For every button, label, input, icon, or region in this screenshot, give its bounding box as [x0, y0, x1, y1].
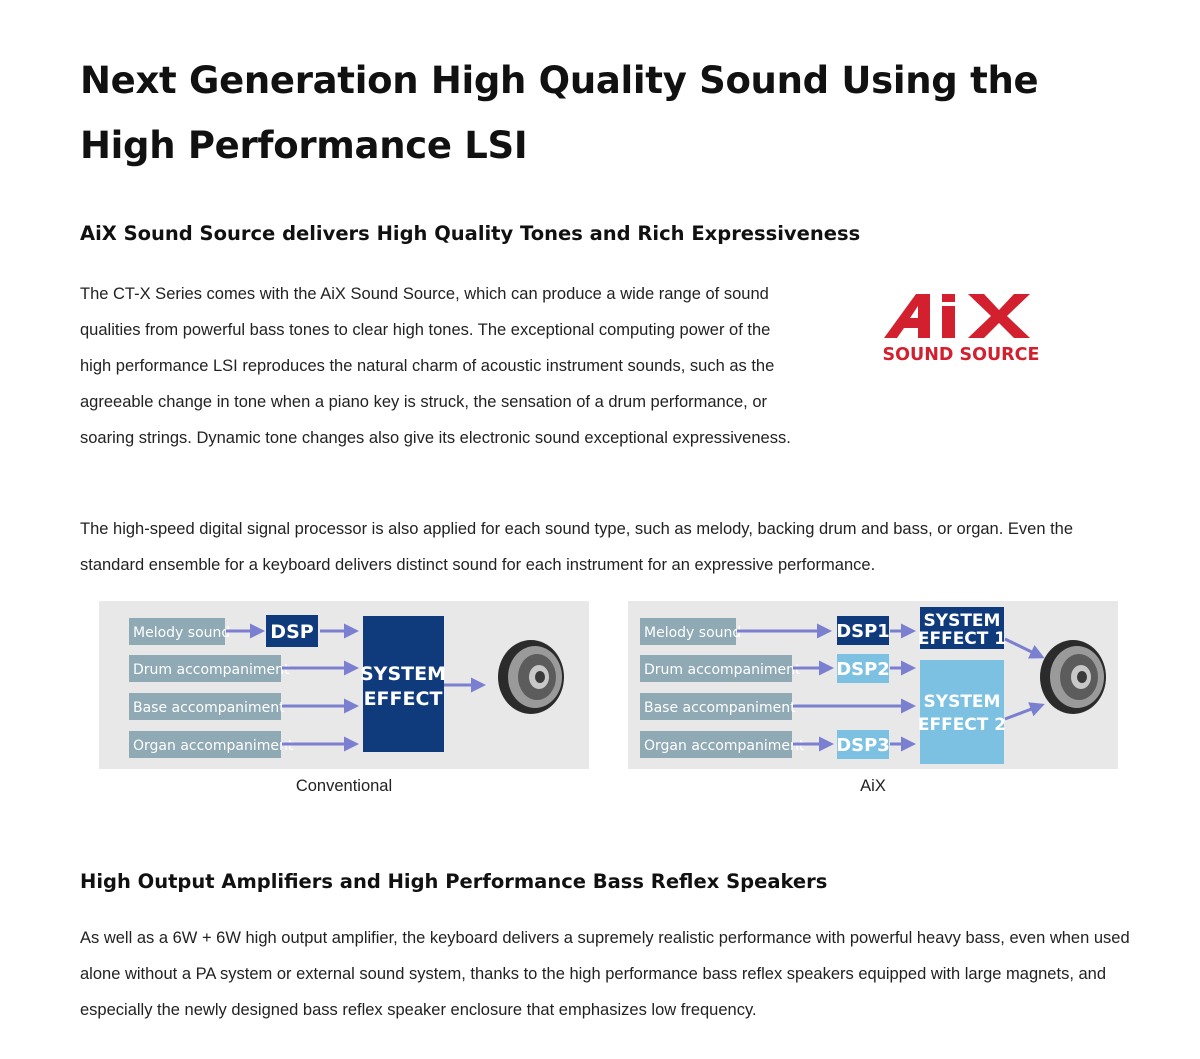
- input-label: Base accompaniment: [644, 700, 796, 716]
- input-label: Base accompaniment: [133, 700, 285, 716]
- svg-text:EFFECT 1: EFFECT 1: [918, 629, 1006, 649]
- input-label: Drum accompaniment: [644, 662, 801, 678]
- conventional-diagram: Melody sound Drum accompaniment Base acc…: [99, 601, 589, 769]
- input-box: Drum accompaniment: [129, 655, 290, 682]
- article: Next Generation High Quality Sound Using…: [80, 48, 1140, 1019]
- system-effect-2-block: SYSTEM EFFECT 2: [918, 660, 1006, 764]
- aix-diagram: Melody sound Drum accompaniment Base acc…: [628, 601, 1118, 769]
- input-box: Organ accompaniment: [640, 731, 805, 758]
- system-effect-1-block: SYSTEM EFFECT 1: [918, 607, 1006, 649]
- flow-arrows: [226, 623, 486, 752]
- caption-conventional: Conventional: [295, 777, 393, 795]
- page-title: Next Generation High Quality Sound Using…: [80, 59, 1039, 167]
- dsp2-block: DSP2: [836, 654, 890, 683]
- input-box: Organ accompaniment: [129, 731, 294, 758]
- input-box: Drum accompaniment: [640, 655, 801, 682]
- svg-text:DSP1: DSP1: [836, 621, 890, 642]
- svg-text:SYSTEM: SYSTEM: [360, 663, 446, 685]
- dsp-paragraph: The high-speed digital signal processor …: [80, 520, 1074, 574]
- input-label: Drum accompaniment: [133, 662, 290, 678]
- intro-paragraph: The CT-X Series comes with the AiX Sound…: [80, 285, 791, 447]
- svg-text:DSP3: DSP3: [836, 735, 890, 756]
- input-box: Base accompaniment: [640, 693, 796, 720]
- svg-text:DSP2: DSP2: [836, 659, 890, 680]
- flow-arrows: [737, 623, 1045, 752]
- input-label: Melody sound: [133, 625, 230, 641]
- logo-subtext: SOUND SOURCE: [883, 345, 1040, 365]
- speaker-icon: [1040, 640, 1106, 714]
- input-label: Melody sound: [644, 625, 741, 641]
- aix-sound-source-logo: SOUND SOURCE: [880, 288, 1042, 368]
- amplifier-paragraph: As well as a 6W + 6W high output amplifi…: [80, 929, 1130, 1019]
- input-box: Melody sound: [640, 618, 741, 645]
- svg-text:SYSTEM: SYSTEM: [924, 611, 1001, 631]
- svg-text:EFFECT: EFFECT: [364, 688, 443, 710]
- svg-text:DSP: DSP: [270, 621, 313, 643]
- dsp1-block: DSP1: [836, 616, 890, 645]
- input-label: Organ accompaniment: [644, 738, 805, 754]
- section-heading-aix: AiX Sound Source delivers High Quality T…: [80, 222, 861, 245]
- svg-text:SYSTEM: SYSTEM: [924, 692, 1001, 712]
- speaker-icon: [498, 640, 564, 714]
- section-heading-amplifiers: High Output Amplifiers and High Performa…: [80, 870, 828, 893]
- input-label: Organ accompaniment: [133, 738, 294, 754]
- caption-aix: AiX: [860, 777, 886, 795]
- input-box: Base accompaniment: [129, 693, 285, 720]
- dsp-block: DSP: [266, 615, 318, 647]
- input-box: Melody sound: [129, 618, 230, 645]
- dsp3-block: DSP3: [836, 730, 890, 759]
- system-effect-block: SYSTEM EFFECT: [360, 616, 446, 752]
- svg-text:EFFECT 2: EFFECT 2: [918, 715, 1006, 735]
